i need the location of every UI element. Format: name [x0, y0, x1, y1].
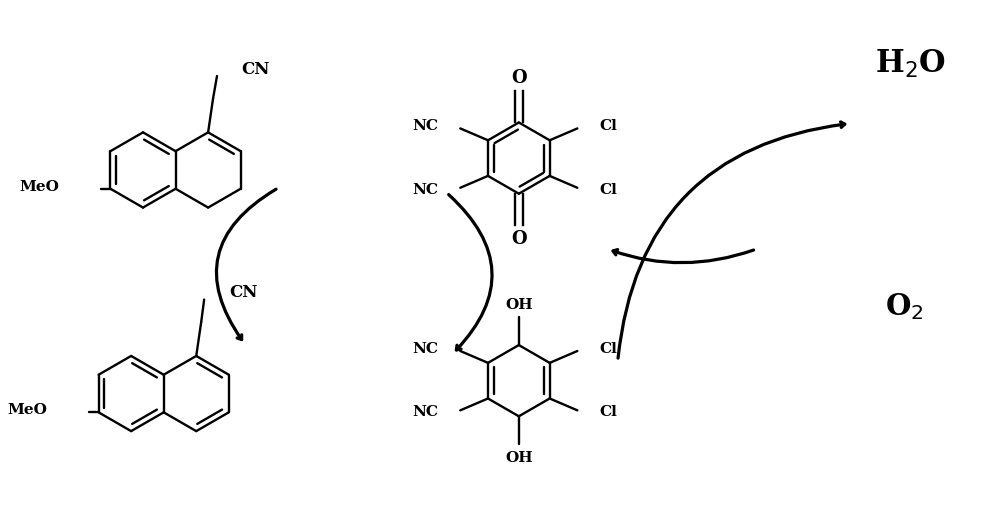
FancyArrowPatch shape — [613, 250, 754, 263]
Text: NC: NC — [413, 183, 439, 197]
Text: OH: OH — [505, 297, 533, 312]
Text: H$_2$O: H$_2$O — [875, 48, 946, 80]
Text: O: O — [511, 69, 527, 87]
Text: NC: NC — [413, 119, 439, 133]
Text: NC: NC — [413, 342, 439, 356]
Text: Cl: Cl — [599, 405, 617, 419]
Text: MeO: MeO — [7, 403, 47, 417]
Text: Cl: Cl — [599, 119, 617, 133]
Text: O$_2$: O$_2$ — [885, 291, 923, 322]
Text: NC: NC — [413, 405, 439, 419]
Text: Cl: Cl — [599, 183, 617, 197]
Text: MeO: MeO — [19, 180, 59, 194]
FancyArrowPatch shape — [449, 194, 492, 350]
Text: Cl: Cl — [599, 342, 617, 356]
Text: O: O — [511, 230, 527, 248]
FancyArrowPatch shape — [618, 122, 845, 358]
FancyArrowPatch shape — [216, 189, 276, 340]
Text: OH: OH — [505, 451, 533, 465]
Text: CN: CN — [229, 284, 257, 301]
Text: CN: CN — [242, 60, 270, 78]
